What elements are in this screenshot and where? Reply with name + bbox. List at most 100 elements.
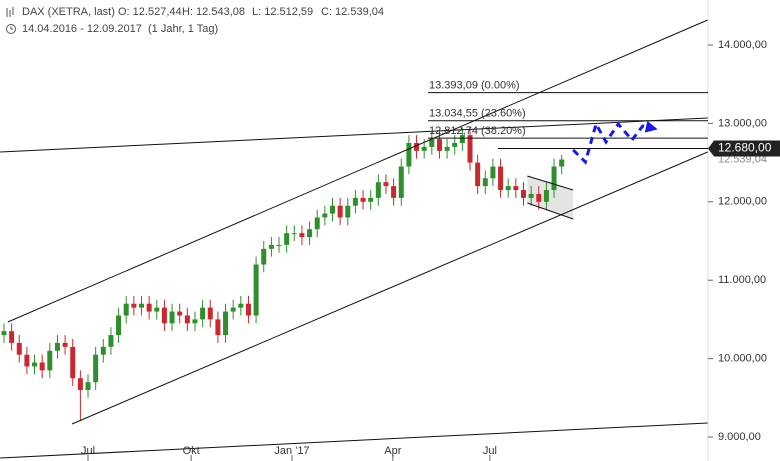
candle-body (299, 233, 305, 238)
candle-body (93, 354, 99, 383)
fib-label: 13.034,55 (23.60%) (429, 108, 526, 120)
x-tick-label: Jul (81, 445, 95, 457)
candle-body (520, 190, 526, 198)
price-label: 12.680,00 (718, 141, 772, 155)
candle-body (475, 162, 481, 187)
candle-body (215, 319, 221, 336)
trend-line (7, 19, 708, 323)
y-tick-label: 11.000,00 (718, 274, 766, 286)
candle-body (100, 346, 106, 355)
x-tick-label: Apr (384, 445, 401, 457)
candle-body (414, 143, 420, 151)
candle-body (383, 182, 389, 187)
forecast-path (572, 120, 658, 165)
candle-body (345, 205, 351, 218)
candle-body (307, 229, 313, 238)
period: (1 Jahr, 1 Tag) (148, 23, 218, 35)
candle-body (329, 205, 335, 214)
x-tick-label: Okt (183, 445, 200, 457)
candle-body (62, 342, 68, 347)
candle-body (85, 382, 91, 390)
candle-body (238, 303, 244, 308)
trend-line (0, 117, 708, 153)
ohlc-high: H: 12.543,08 (182, 6, 245, 18)
candle-body (108, 335, 114, 347)
candle-body (70, 346, 76, 379)
candle-body (24, 354, 30, 367)
ohlc-open: O: 12.527,44 (118, 6, 182, 18)
candle-body (551, 166, 557, 191)
candle-body (559, 159, 565, 167)
candle-body (436, 139, 442, 151)
candle-body (482, 178, 488, 187)
candle-body (375, 182, 381, 198)
trend-line (527, 175, 574, 191)
candle-body (391, 186, 397, 198)
y-tick-label: 10.000,00 (718, 353, 767, 365)
candle-body (123, 303, 129, 316)
candle-body (230, 307, 236, 312)
candle-body (184, 315, 190, 324)
candle-body (543, 190, 549, 202)
candle-body (276, 244, 282, 246)
candle-body (39, 362, 45, 371)
candle-body (177, 311, 183, 316)
y-tick-label: 9.000,00 (718, 431, 761, 443)
candle-body (498, 166, 504, 191)
bars-icon (6, 7, 14, 17)
candle-body (200, 307, 206, 320)
candle-body (398, 166, 404, 198)
clock-hands (10, 26, 13, 30)
candle-body (245, 303, 251, 316)
ohlc-close: C: 12.539,04 (321, 6, 384, 18)
date-range: 14.04.2016 - 12.09.2017 (22, 23, 142, 35)
header: DAX (XETRA, last) O: 12.527,44 H: 12.543… (6, 6, 384, 35)
axes: 9.000,00 10.000,00 11.000,00 12.000,00 13.00… (81, 39, 780, 461)
y-tick-label: 12.000,00 (718, 196, 767, 208)
y-tick-label: 13.000,00 (718, 117, 767, 129)
fib-label: 12.812,74 (38.20%) (429, 125, 526, 137)
candle-body (314, 217, 320, 230)
candle-body (291, 233, 297, 235)
price-box (708, 140, 780, 157)
candle-body (32, 362, 38, 367)
candle-body (452, 143, 458, 147)
candle-body (490, 166, 496, 179)
candle-body (444, 146, 450, 151)
clock-icon (6, 24, 16, 34)
candle-body (77, 378, 83, 390)
trend-line (527, 202, 574, 220)
candle-body (284, 233, 290, 245)
candle-body (253, 264, 259, 316)
candle-body (54, 342, 60, 351)
candle-body (368, 197, 374, 202)
candle-body (536, 193, 542, 202)
candle-body (138, 303, 144, 308)
x-tick-label: Jul (483, 445, 497, 457)
candle-body (513, 186, 519, 191)
candle-body (47, 350, 53, 371)
candle-body (154, 307, 160, 312)
candle-body (16, 342, 22, 355)
candle-body (169, 311, 175, 324)
candle-body (505, 186, 511, 191)
candle-body (268, 244, 274, 249)
candle-body (459, 135, 465, 144)
trend-line (0, 422, 708, 459)
fib-label: 13.393,09 (0.00%) (429, 79, 520, 91)
candle-body (131, 303, 137, 308)
candle-body (146, 303, 152, 312)
candle-body (352, 197, 358, 206)
candle-body (223, 311, 229, 336)
candle-body (161, 307, 167, 324)
candle-body (467, 135, 473, 163)
candle-body (207, 307, 213, 320)
candle-body (322, 213, 328, 218)
chart-title: DAX (XETRA, last) (22, 6, 115, 18)
plot-area: 13.393,09 (0.00%) 13.034,55 (23.60%) 12.81… (0, 19, 708, 459)
x-tick-label: Jan '17 (274, 445, 309, 457)
candle-body (360, 197, 366, 202)
candle-body (9, 331, 15, 343)
candle-body (421, 146, 427, 151)
